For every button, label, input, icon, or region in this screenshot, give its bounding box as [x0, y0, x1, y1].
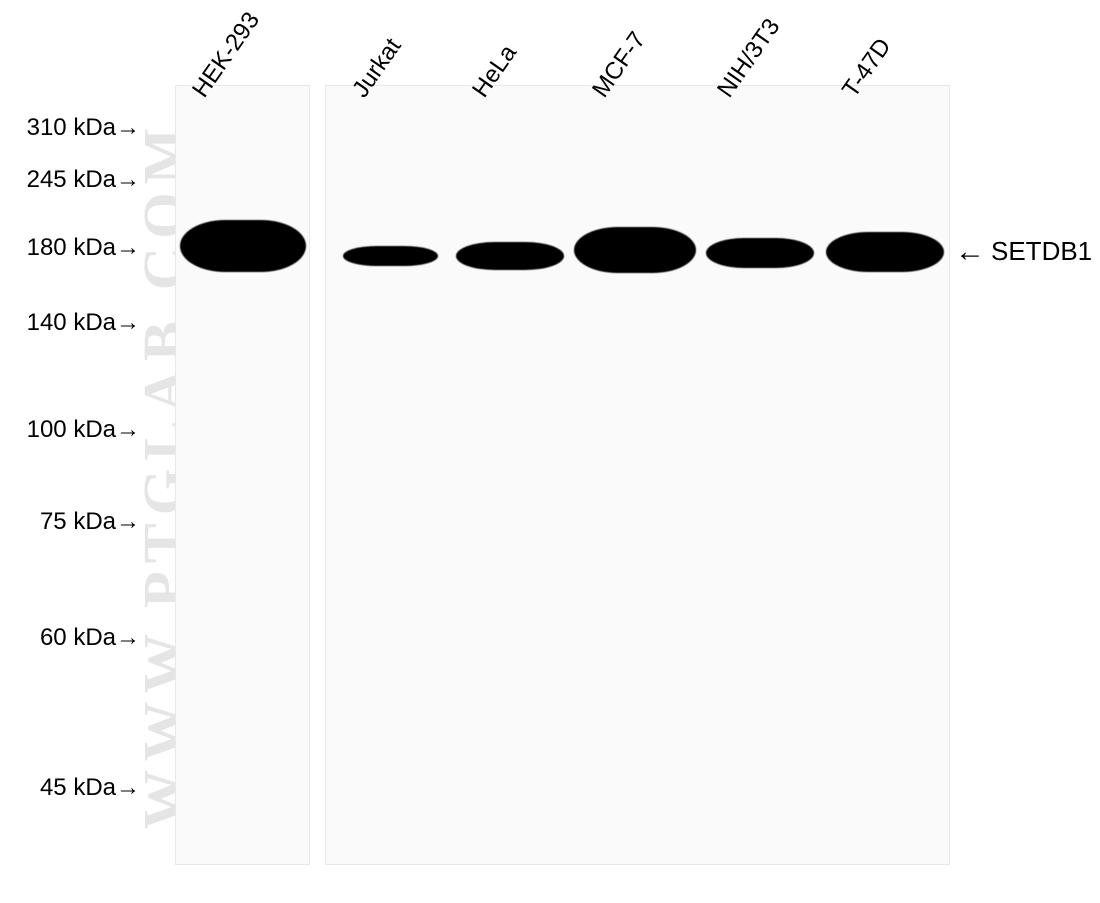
- target-label-container: ← SETDB1: [955, 236, 1092, 267]
- mw-marker-245: 245 kDa→: [0, 166, 140, 194]
- mw-marker-45: 45 kDa→: [0, 774, 140, 802]
- blot-panel-2: [325, 85, 950, 865]
- blot-panel-1: [175, 85, 310, 865]
- mw-marker-60: 60 kDa→: [0, 624, 140, 652]
- band-jurkat: [343, 246, 438, 266]
- target-protein-label: SETDB1: [991, 236, 1092, 267]
- mw-marker-140: 140 kDa→: [0, 309, 140, 337]
- arrow-left-icon: ←: [955, 237, 985, 267]
- mw-marker-180: 180 kDa→: [0, 234, 140, 262]
- band-t47d: [826, 232, 944, 272]
- mw-marker-100: 100 kDa→: [0, 416, 140, 444]
- figure-stage: WWW.PTGLAB.COM HEK-293 Jurkat HeLa MCF-7…: [0, 0, 1100, 903]
- band-mcf7: [574, 227, 696, 273]
- mw-marker-75: 75 kDa→: [0, 508, 140, 536]
- band-nih3t3: [706, 238, 814, 268]
- band-hek293: [180, 220, 306, 272]
- band-hela: [456, 242, 564, 270]
- mw-marker-310: 310 kDa→: [0, 114, 140, 142]
